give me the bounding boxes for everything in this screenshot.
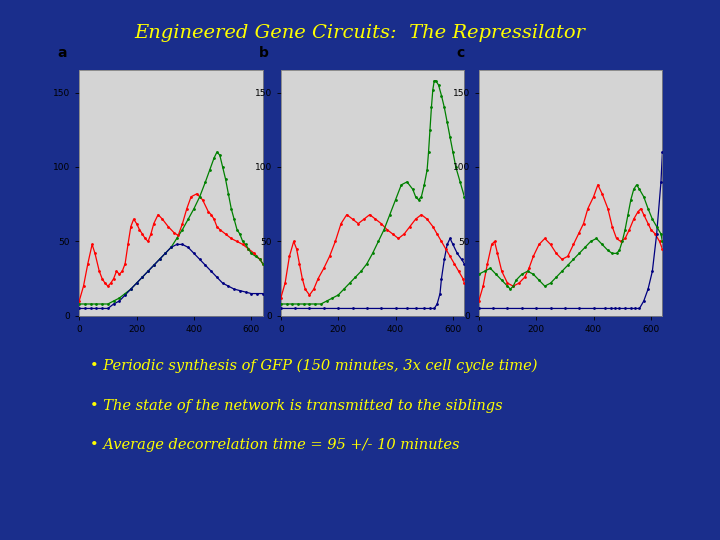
Text: b: b xyxy=(258,46,269,60)
Text: a: a xyxy=(57,46,67,60)
Text: • Periodic synthesis of GFP (150 minutes, 3x cell cycle time): • Periodic synthesis of GFP (150 minutes… xyxy=(90,359,538,374)
Text: c: c xyxy=(456,46,465,60)
Text: Engineered Gene Circuits:  The Repressilator: Engineered Gene Circuits: The Repressila… xyxy=(135,24,585,42)
Text: • Average decorrelation time = 95 +/- 10 minutes: • Average decorrelation time = 95 +/- 10… xyxy=(90,438,459,452)
Text: • The state of the network is transmitted to the siblings: • The state of the network is transmitte… xyxy=(90,399,503,413)
